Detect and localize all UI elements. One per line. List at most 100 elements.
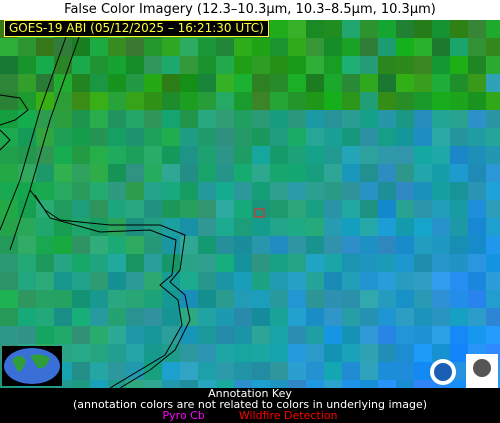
image-tile bbox=[126, 200, 144, 218]
image-tile bbox=[144, 380, 162, 388]
image-tile bbox=[90, 236, 108, 254]
image-tile bbox=[144, 74, 162, 92]
image-tile bbox=[270, 380, 288, 388]
image-tile bbox=[306, 128, 324, 146]
image-tile bbox=[396, 110, 414, 128]
image-tile bbox=[36, 56, 54, 74]
image-tile bbox=[0, 146, 18, 164]
image-tile bbox=[450, 380, 468, 388]
image-tile bbox=[126, 254, 144, 272]
image-tile bbox=[450, 56, 468, 74]
image-tile bbox=[36, 254, 54, 272]
image-tile bbox=[306, 362, 324, 380]
image-tile bbox=[450, 290, 468, 308]
image-tile bbox=[378, 92, 396, 110]
image-tile bbox=[252, 128, 270, 146]
image-tile bbox=[324, 254, 342, 272]
image-tile bbox=[396, 56, 414, 74]
image-tile bbox=[378, 290, 396, 308]
image-tile bbox=[108, 200, 126, 218]
image-tile bbox=[144, 38, 162, 56]
image-tile bbox=[126, 308, 144, 326]
image-tile bbox=[360, 128, 378, 146]
image-tile bbox=[234, 272, 252, 290]
image-tile bbox=[324, 20, 342, 38]
image-tile bbox=[18, 308, 36, 326]
satellite-image bbox=[0, 20, 500, 388]
image-tile bbox=[252, 326, 270, 344]
image-tile bbox=[306, 254, 324, 272]
image-tile bbox=[396, 38, 414, 56]
image-tile bbox=[0, 38, 18, 56]
image-tile bbox=[396, 92, 414, 110]
image-tile bbox=[216, 182, 234, 200]
image-tile bbox=[144, 200, 162, 218]
image-tile bbox=[162, 74, 180, 92]
image-tile bbox=[216, 92, 234, 110]
image-tile bbox=[216, 362, 234, 380]
image-tile bbox=[162, 380, 180, 388]
image-tile bbox=[324, 344, 342, 362]
image-tile bbox=[36, 200, 54, 218]
image-tile bbox=[378, 74, 396, 92]
image-tile bbox=[486, 254, 500, 272]
image-tile bbox=[162, 164, 180, 182]
image-tile bbox=[198, 128, 216, 146]
image-tile bbox=[288, 38, 306, 56]
image-tile bbox=[360, 200, 378, 218]
image-tile bbox=[54, 272, 72, 290]
image-tile bbox=[450, 182, 468, 200]
image-tile bbox=[324, 236, 342, 254]
image-tile bbox=[342, 362, 360, 380]
image-tile bbox=[126, 38, 144, 56]
image-tile bbox=[90, 344, 108, 362]
image-tile bbox=[432, 20, 450, 38]
image-tile bbox=[180, 362, 198, 380]
image-label: GOES-19 ABI (05/12/2025 – 16:21:30 UTC) bbox=[4, 20, 269, 37]
image-tile bbox=[342, 56, 360, 74]
image-tile bbox=[90, 272, 108, 290]
image-tile bbox=[324, 38, 342, 56]
coastline bbox=[0, 20, 73, 231]
image-tile bbox=[18, 254, 36, 272]
image-tile bbox=[90, 380, 108, 388]
image-tile bbox=[450, 272, 468, 290]
image-tile bbox=[36, 146, 54, 164]
image-tile bbox=[108, 38, 126, 56]
image-tile bbox=[360, 56, 378, 74]
image-tile bbox=[450, 200, 468, 218]
image-tile bbox=[90, 362, 108, 380]
image-tile bbox=[288, 92, 306, 110]
image-tile bbox=[108, 182, 126, 200]
image-tile bbox=[216, 272, 234, 290]
image-tile bbox=[252, 38, 270, 56]
image-tile bbox=[450, 236, 468, 254]
image-tile bbox=[396, 164, 414, 182]
image-tile bbox=[324, 326, 342, 344]
image-tile bbox=[396, 362, 414, 380]
image-tile bbox=[126, 110, 144, 128]
image-tile bbox=[360, 74, 378, 92]
image-tile bbox=[216, 128, 234, 146]
image-tile bbox=[360, 272, 378, 290]
image-tile bbox=[270, 308, 288, 326]
image-tile bbox=[162, 326, 180, 344]
key-title: Annotation Key bbox=[208, 387, 292, 400]
image-tile bbox=[54, 200, 72, 218]
image-tile bbox=[432, 146, 450, 164]
image-tile bbox=[72, 164, 90, 182]
image-tile bbox=[36, 164, 54, 182]
image-tile bbox=[72, 182, 90, 200]
image-tile bbox=[54, 38, 72, 56]
image-tile bbox=[360, 38, 378, 56]
image-tile bbox=[270, 326, 288, 344]
image-tile bbox=[414, 254, 432, 272]
image-tile bbox=[306, 272, 324, 290]
image-tile bbox=[90, 254, 108, 272]
image-tile bbox=[360, 146, 378, 164]
image-tile bbox=[324, 146, 342, 164]
image-tile bbox=[162, 110, 180, 128]
image-tile bbox=[180, 38, 198, 56]
image-tile bbox=[414, 74, 432, 92]
image-tile bbox=[468, 56, 486, 74]
